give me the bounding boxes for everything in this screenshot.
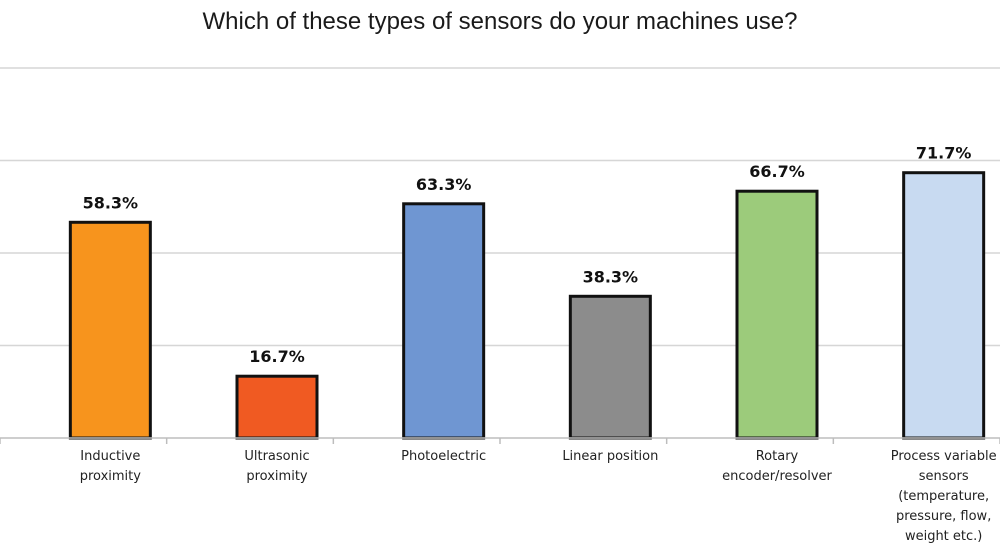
value-label: 16.7% (249, 347, 305, 366)
bar (68, 220, 152, 440)
category-label: Linear position (562, 449, 658, 464)
x-axis (0, 437, 1000, 444)
bar (235, 374, 319, 440)
category-labels: Inductive proximity Ultrasonic proximity Pho… (80, 449, 997, 544)
chart-title: Which of these types of sensors do your … (202, 8, 798, 35)
bar (402, 202, 486, 440)
value-labels: 58.3% 16.7% 63.3% 38.3% 66.7% 71.7% (83, 144, 972, 366)
category-label: Inductive proximity (80, 449, 142, 484)
value-label: 63.3% (416, 175, 472, 194)
category-label: Rotary encoder/resolver (722, 449, 832, 484)
value-label: 58.3% (83, 193, 139, 212)
bar (568, 294, 652, 440)
bar (902, 171, 986, 440)
value-label: 71.7% (916, 144, 972, 163)
bar (735, 189, 819, 440)
category-label: Process variable sensors (temperature, pres… (891, 449, 997, 544)
bars (68, 171, 986, 440)
value-label: 38.3% (583, 267, 639, 286)
gridlines (0, 67, 1000, 347)
value-label: 66.7% (749, 162, 805, 181)
category-label: Ultrasonic proximity (244, 449, 309, 484)
category-label: Photoelectric (401, 449, 486, 464)
